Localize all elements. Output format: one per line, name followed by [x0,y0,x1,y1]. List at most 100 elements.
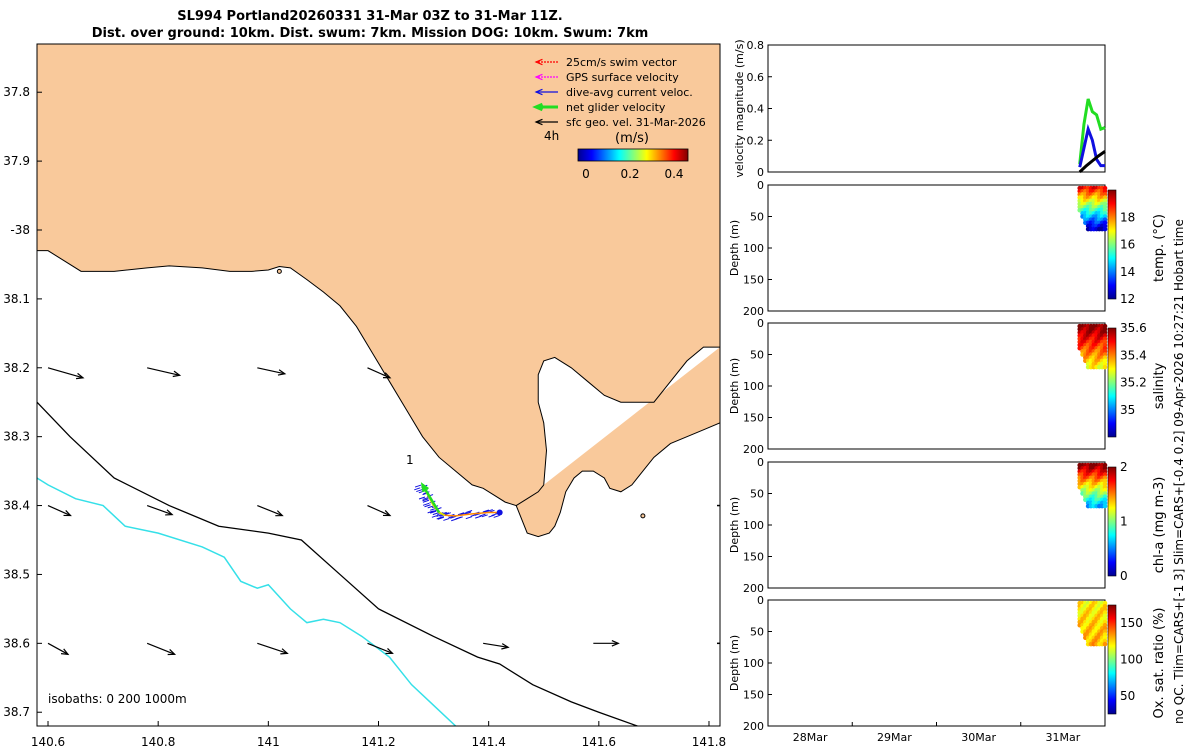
chla-panel-dot [1102,494,1108,499]
geo-vector-0-head [75,372,85,380]
net-glider-velocity-head [420,482,429,492]
salinity-panel-dot [1102,323,1108,329]
salinity-panel-colorbar-label: salinity [1152,362,1167,409]
chla-panel-dot [1102,469,1108,474]
map-panel: 1 140.6 140.8 141 141.2 141.4 141.6 141.8 37.8 37… [3,43,726,749]
map-y-tick-label-1: 37.9 [3,154,30,168]
chla-panel-dot [1102,500,1108,506]
legend-label-1: GPS surface velocity [566,71,679,84]
temp-panel-y-tick-label-0: 0 [757,179,764,192]
velocity-series-2 [1078,150,1106,174]
temp-panel-dot [1102,214,1108,219]
temp-panel-colorbar-tick-0: 12 [1120,292,1135,306]
oxygen-panel-colorbar-tick-2: 150 [1120,616,1143,630]
geo-vector-1 [147,367,180,376]
oxygen-panel-dot [1102,610,1108,615]
chla-panel-colorbar [1107,466,1117,577]
dive-avg-vector-54 [416,489,423,493]
temp-panel: 0 50 100 150 200 Depth (m) 12 14 16 18 temp. (°C) [728,179,1167,318]
geo-vector-7 [367,505,391,517]
chla-panel-dot [1102,503,1108,509]
temp-panel-y-tick-label-1: 50 [750,211,764,224]
temp-panel-dot [1102,211,1108,216]
dive-avg-vector-32 [432,512,439,516]
geo-vector-12-head [501,643,510,650]
dive-avg-vector-13 [465,510,473,513]
dive-avg-vector-33 [437,516,445,520]
oxygen-panel-ylabel: Depth (m) [728,635,741,691]
chla-panel-colorbar-tick-0: 0 [1120,569,1128,583]
temp-panel-profile [1077,185,1108,232]
geo-vector-3-head [382,372,392,379]
dive-avg-vector-4 [488,514,495,518]
legend-arrow-4-head [534,118,543,126]
oxygen-panel-dot [1102,619,1108,625]
velocity-y-tick-label-0: 0 [757,166,764,179]
coastline [37,250,545,507]
oxygen-panel-y-tick-label-1: 50 [750,626,764,639]
coastline-east [537,346,720,485]
dive-avg-vector-23 [450,515,457,519]
chla-panel: 0 50 100 150 200 Depth (m) 0 1 2 chl-a (mg m-3) [728,456,1167,595]
geo-vector-4-head [63,510,72,517]
map-x-tick-label-4: 141.4 [471,735,505,749]
temp-panel-dot [1102,192,1108,197]
salinity-panel-dot [1102,358,1108,364]
isobath-label: isobaths: 0 200 1000m [48,692,187,706]
salinity-panel-dot [1102,333,1108,338]
temp-panel-frame [767,184,1106,312]
oxygen-panel-dot [1102,638,1108,644]
dive-avg-vector-17 [464,511,472,515]
dive-avg-vector-0 [493,514,500,518]
velocity-y-tick-label-3: 0.6 [747,71,765,84]
salinity-panel-dot [1102,336,1108,342]
oxygen-panel-dot [1102,600,1108,606]
geo-vector-10-head [280,648,289,655]
dive-avg-vector-49 [422,498,429,502]
isobath-200 [37,401,638,726]
net-glider-velocity [421,484,441,514]
swim-track [444,511,500,517]
oxygen-panel-frame [767,599,1106,727]
salinity-panel-colorbar [1107,327,1117,438]
temp-panel-dot [1102,189,1108,194]
chla-panel-dot [1102,488,1108,493]
oxygen-panel-x-tick-label-0: 28Mar [793,731,828,744]
colorbar-title: (m/s) [615,131,649,146]
chla-panel-frame [767,461,1106,589]
velocity-series-1 [1078,123,1105,168]
oxygen-panel-x-tick-label-2: 30Mar [961,731,996,744]
dive-avg-vector-30 [437,516,444,520]
salinity-panel-dot [1102,349,1108,354]
chla-panel-dot [1102,472,1108,477]
dive-avg-vector-26 [443,517,450,521]
dive-avg-vector-52 [422,496,429,500]
velocity-ylabel: velocity magnitude (m/s) [733,39,746,177]
oxygen-panel-dot [1102,641,1108,647]
oxygen-panel-dot [1102,632,1108,637]
salinity-panel-colorbar-tick-1: 35.2 [1120,376,1147,390]
oxygen-panel-profile [1077,600,1108,647]
map-x-tick-label-2: 141 [257,735,280,749]
map-y-tick-label-6: 38.4 [3,499,30,513]
salinity-panel-dot [1102,327,1108,332]
dive-avg-vector-43 [424,504,431,508]
velocity-y-tick-label-4: 0.8 [747,39,765,52]
dive-avg-vector-20 [457,512,465,516]
oxygen-panel: 0 50 100 150 200 Depth (m) 50 100 150 Ox. sat. ra… [728,594,1167,744]
chla-panel-dot [1102,484,1108,490]
chla-panel-ylabel: Depth (m) [728,497,741,553]
dive-avg-vector-37 [431,514,439,518]
figure-title-line2: Dist. over ground: 10km. Dist. swum: 7km… [91,26,649,41]
temp-panel-colorbar-tick-3: 18 [1120,210,1135,224]
geo-vector-4 [47,505,71,517]
temp-panel-dot [1102,223,1108,229]
colorbar-tick-label-2: 0.4 [664,167,683,181]
geo-vector-8-head [60,648,70,656]
chla-panel-dot [1102,478,1108,484]
dive-avg-vector-40 [427,510,434,514]
dive-avg-vector-51 [418,496,426,500]
chla-panel-y-tick-label-3: 150 [743,551,764,564]
map-x-tick-label-1: 140.8 [141,735,175,749]
chla-panel-dot [1102,475,1108,481]
